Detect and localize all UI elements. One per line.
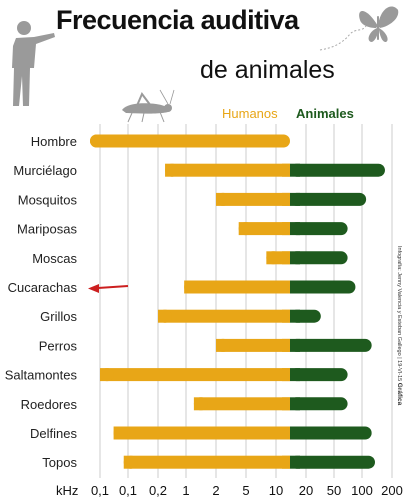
category-label-3: Mariposas xyxy=(17,222,77,237)
butterfly-icon xyxy=(359,6,399,42)
x-tick-label-7: 20 xyxy=(299,483,313,498)
bar-humanos-join-4 xyxy=(282,251,290,265)
bar-animales-join-3 xyxy=(290,222,300,236)
bar-humanos-join-11 xyxy=(282,455,290,469)
bar-animales-join-5 xyxy=(290,280,300,294)
bar-animales-join-11 xyxy=(290,455,300,469)
x-tick-label-9: 100 xyxy=(351,483,373,498)
bar-humanos-10 xyxy=(113,426,290,440)
x-tick-label-3: 1 xyxy=(182,483,189,498)
bar-animales-4 xyxy=(290,251,348,265)
legend-animales: Animales xyxy=(296,106,354,121)
credit-vertical: Infografía: Jenny Valencia y Esteban Gal… xyxy=(392,246,404,476)
x-tick-label-5: 5 xyxy=(242,483,249,498)
bar-humanos-join-7 xyxy=(282,338,290,352)
bar-animales-join-10 xyxy=(290,426,300,440)
x-tick-label-1: 0,1 xyxy=(119,483,137,498)
red-arrow-head xyxy=(88,284,99,293)
x-tick-label-4: 2 xyxy=(212,483,219,498)
bar-humanos-cap-10 xyxy=(113,426,128,440)
bar-humanos-cap-9 xyxy=(193,397,208,411)
credit-brand: Gráfica xyxy=(396,382,403,406)
bar-animales-join-6 xyxy=(290,309,300,323)
bar-humanos-cap-6 xyxy=(158,309,172,323)
bar-humanos-body-0 xyxy=(96,134,284,148)
page-title: Frecuencia auditiva xyxy=(56,5,299,35)
category-label-7: Perros xyxy=(39,338,78,353)
bar-humanos-join-5 xyxy=(282,280,290,294)
category-label-8: Saltamontes xyxy=(5,368,78,383)
bar-humanos-cap-1 xyxy=(165,163,180,177)
bar-animales-11 xyxy=(290,455,375,469)
bar-humanos-join-6 xyxy=(282,309,290,323)
grasshopper-icon xyxy=(122,89,175,123)
x-tick-label-10: 200 xyxy=(381,483,403,498)
x-tick-label-6: 10 xyxy=(269,483,283,498)
bar-humanos-9 xyxy=(193,397,290,411)
bar-animales-join-4 xyxy=(290,251,300,265)
bar-humanos-7 xyxy=(216,338,290,352)
bar-humanos-2 xyxy=(216,192,290,206)
bar-humanos-join-9 xyxy=(282,397,290,411)
category-label-5: Cucarachas xyxy=(8,280,78,295)
category-label-10: Delfines xyxy=(30,426,77,441)
x-tick-label-2: 0,2 xyxy=(149,483,167,498)
bar-humanos-8 xyxy=(100,368,290,382)
bar-humanos-cap-5 xyxy=(184,280,199,294)
bar-humanos-cap-2 xyxy=(216,192,230,206)
category-label-6: Grillos xyxy=(40,309,77,324)
category-label-9: Roedores xyxy=(21,397,78,412)
bar-humanos-cap-4 xyxy=(266,251,281,265)
bar-animales-join-7 xyxy=(290,338,300,352)
page-subtitle: de animales xyxy=(200,56,335,84)
credit-text: Infografía: Jenny Valencia y Esteban Gal… xyxy=(396,246,402,382)
category-label-4: Moscas xyxy=(32,251,77,266)
bar-humanos-1 xyxy=(165,163,290,177)
bar-humanos-join-8 xyxy=(282,368,290,382)
bar-humanos-join-1 xyxy=(282,163,290,177)
bar-animales-5 xyxy=(290,280,356,294)
bar-animales-7 xyxy=(290,338,372,352)
category-label-2: Mosquitos xyxy=(18,192,78,207)
x-axis-unit: kHz xyxy=(56,483,78,498)
bar-animales-1 xyxy=(290,163,385,177)
bar-humanos-11 xyxy=(123,455,290,469)
bar-animales-join-9 xyxy=(290,397,300,411)
bar-animales-join-2 xyxy=(290,192,300,206)
legend-humanos: Humanos xyxy=(222,106,278,121)
red-arrow-icon xyxy=(97,285,129,289)
bar-humanos-join-2 xyxy=(282,192,290,206)
bar-humanos-5 xyxy=(184,280,290,294)
category-label-0: Hombre xyxy=(31,134,77,149)
x-tick-label-8: 50 xyxy=(327,483,341,498)
x-tick-label-0: 0,1 xyxy=(91,483,109,498)
bar-animales-2 xyxy=(290,192,367,206)
bar-animales-3 xyxy=(290,222,348,236)
bar-humanos-cap-3 xyxy=(238,222,253,236)
bar-humanos-6 xyxy=(158,309,290,323)
category-label-11: Topos xyxy=(42,455,77,470)
bar-animales-9 xyxy=(290,397,348,411)
silhouette-man-icon xyxy=(12,21,55,106)
bar-humanos-join-3 xyxy=(282,222,290,236)
bar-humanos-cap-8 xyxy=(100,368,114,382)
bar-animales-join-8 xyxy=(290,368,300,382)
category-label-1: Murciélago xyxy=(13,163,77,178)
bar-humanos-cap-11 xyxy=(123,455,138,469)
bar-animales-join-1 xyxy=(290,163,300,177)
bar-animales-10 xyxy=(290,426,372,440)
bar-animales-8 xyxy=(290,368,348,382)
bar-humanos-join-10 xyxy=(282,426,290,440)
bar-humanos-cap-7 xyxy=(216,338,230,352)
